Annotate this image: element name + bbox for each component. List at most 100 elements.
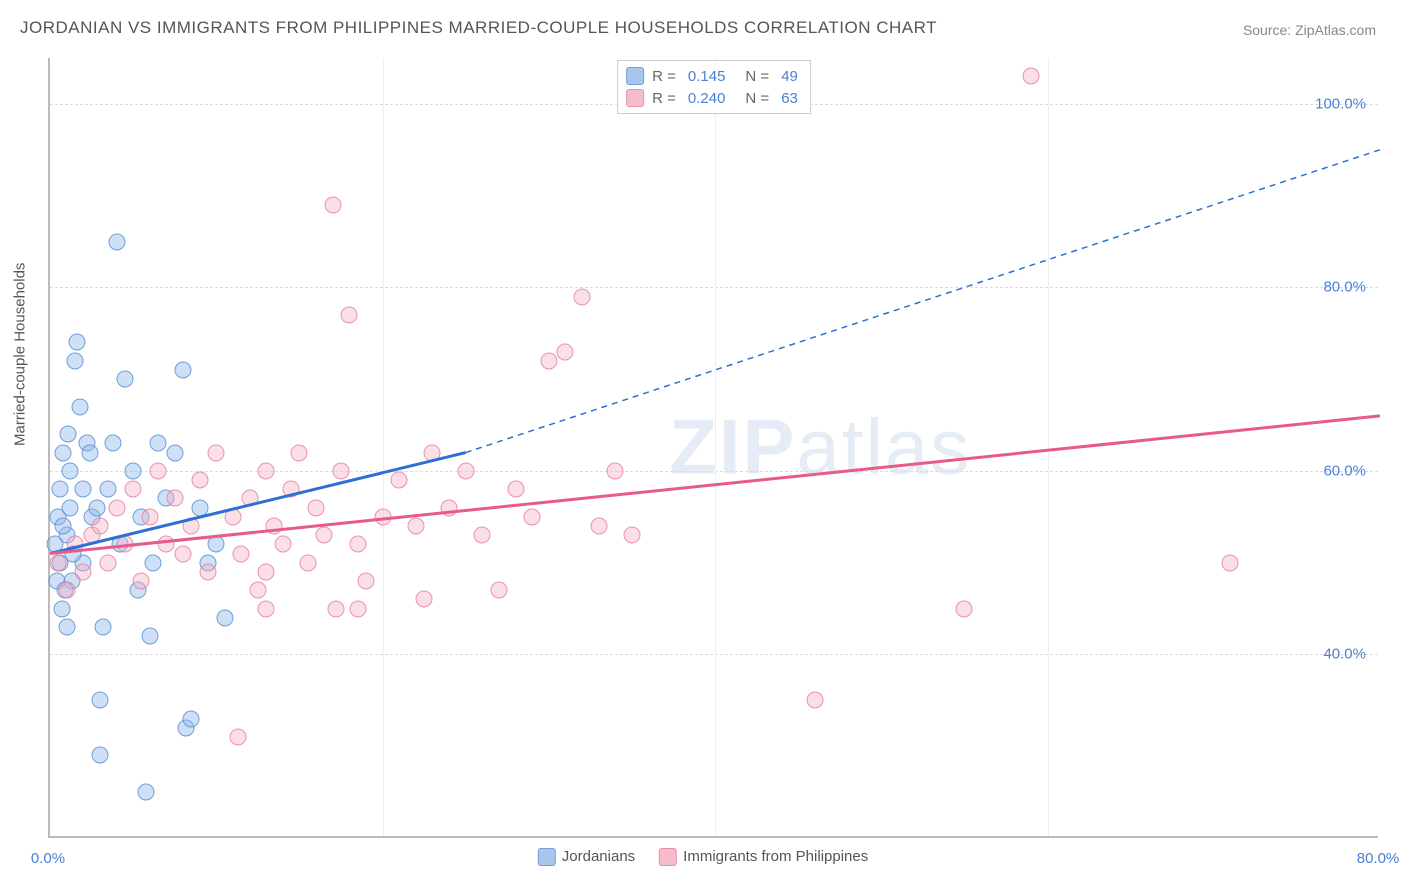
scatter-point [316, 527, 333, 544]
scatter-point [108, 233, 125, 250]
legend-swatch [626, 67, 644, 85]
scatter-point [58, 618, 75, 635]
y-axis-label: Married-couple Households [12, 263, 29, 446]
scatter-point [441, 499, 458, 516]
scatter-point [249, 582, 266, 599]
scatter-point [324, 196, 341, 213]
watermark-thin: atlas [797, 403, 972, 491]
scatter-point [191, 472, 208, 489]
legend-label: Jordanians [562, 848, 635, 865]
gridline-horizontal [50, 287, 1378, 288]
scatter-point [490, 582, 507, 599]
scatter-point [208, 536, 225, 553]
scatter-point [91, 747, 108, 764]
scatter-point [258, 462, 275, 479]
legend-r-value: 0.240 [688, 90, 726, 107]
scatter-point [258, 600, 275, 617]
scatter-point [258, 563, 275, 580]
legend-n-label: N = [745, 68, 769, 85]
legend-row: R = 0.145 N = 49 [626, 65, 798, 87]
scatter-point [327, 600, 344, 617]
scatter-point [116, 371, 133, 388]
scatter-point [391, 472, 408, 489]
scatter-point [424, 444, 441, 461]
scatter-point [332, 462, 349, 479]
y-tick-label: 60.0% [1323, 462, 1366, 479]
scatter-point [125, 481, 142, 498]
scatter-point [374, 508, 391, 525]
scatter-point [1222, 554, 1239, 571]
scatter-point [125, 462, 142, 479]
legend-row: R =0.240N =63 [626, 87, 798, 109]
scatter-point [474, 527, 491, 544]
scatter-point [150, 435, 167, 452]
scatter-point [88, 499, 105, 516]
scatter-point [158, 536, 175, 553]
y-tick-label: 80.0% [1323, 279, 1366, 296]
watermark-bold: ZIP [669, 403, 796, 491]
scatter-point [208, 444, 225, 461]
gridline-horizontal [50, 471, 1378, 472]
legend-r-label: R = [652, 68, 676, 85]
scatter-point [175, 545, 192, 562]
x-tick-label: 80.0% [1357, 850, 1400, 867]
scatter-point [407, 518, 424, 535]
scatter-point [241, 490, 258, 507]
scatter-point [1022, 68, 1039, 85]
scatter-point [623, 527, 640, 544]
scatter-point [191, 499, 208, 516]
scatter-point [299, 554, 316, 571]
scatter-point [141, 628, 158, 645]
scatter-point [308, 499, 325, 516]
gridline-horizontal [50, 654, 1378, 655]
scatter-point [51, 481, 68, 498]
scatter-point [61, 499, 78, 516]
scatter-point [50, 554, 67, 571]
scatter-point [91, 692, 108, 709]
scatter-point [91, 518, 108, 535]
scatter-point [224, 508, 241, 525]
plot-area: R =0.145N =49R =0.240N =63 ZIPatlas 40.0… [48, 58, 1378, 838]
legend-item: Immigrants from Philippines [659, 848, 868, 866]
legend-n-label: N = [745, 90, 769, 107]
legend-n-value: 49 [781, 68, 798, 85]
scatter-point [75, 481, 92, 498]
scatter-point [574, 288, 591, 305]
scatter-point [95, 618, 112, 635]
scatter-point [66, 352, 83, 369]
y-tick-label: 100.0% [1315, 95, 1366, 112]
scatter-point [349, 600, 366, 617]
chart-title: JORDANIAN VS IMMIGRANTS FROM PHILIPPINES… [20, 18, 937, 38]
scatter-point [141, 508, 158, 525]
legend-r-value: 0.145 [688, 68, 726, 85]
scatter-point [291, 444, 308, 461]
legend-swatch [659, 848, 677, 866]
scatter-point [53, 600, 70, 617]
scatter-point [607, 462, 624, 479]
gridline-vertical [383, 58, 384, 836]
scatter-point [71, 398, 88, 415]
scatter-point [68, 334, 85, 351]
scatter-point [806, 692, 823, 709]
scatter-point [145, 554, 162, 571]
scatter-point [266, 518, 283, 535]
scatter-point [590, 518, 607, 535]
scatter-point [274, 536, 291, 553]
scatter-point [956, 600, 973, 617]
scatter-point [416, 591, 433, 608]
scatter-point [55, 518, 72, 535]
scatter-point [105, 435, 122, 452]
series-legend: Jordanians Immigrants from Philippines [538, 848, 868, 866]
scatter-point [199, 563, 216, 580]
scatter-point [66, 536, 83, 553]
gridline-vertical [715, 58, 716, 836]
legend-label: Immigrants from Philippines [683, 848, 868, 865]
scatter-point [183, 710, 200, 727]
scatter-point [100, 481, 117, 498]
scatter-point [100, 554, 117, 571]
scatter-point [229, 729, 246, 746]
scatter-point [457, 462, 474, 479]
scatter-point [138, 784, 155, 801]
scatter-point [216, 609, 233, 626]
scatter-point [283, 481, 300, 498]
